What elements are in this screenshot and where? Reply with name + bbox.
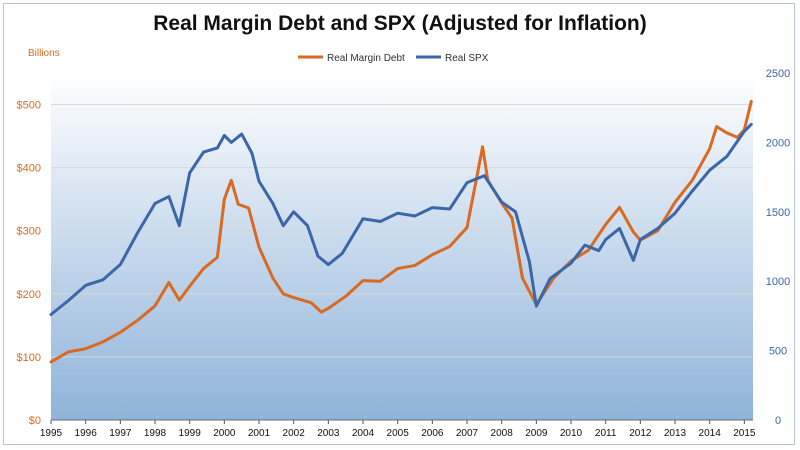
- left-axis-tick-label: $200: [17, 289, 41, 301]
- spx-series-line: [49, 122, 753, 317]
- x-axis-tick-label: 1995: [40, 428, 63, 439]
- x-axis-tick-label: 1998: [144, 428, 167, 439]
- left-axis-tick-label: $0: [29, 415, 41, 427]
- left-axis-tick-label: $500: [17, 100, 41, 112]
- x-axis-tick-label: 2006: [421, 428, 444, 439]
- right-axis-tick-label: 0: [775, 415, 781, 427]
- x-axis-tick-label: 1999: [179, 428, 202, 439]
- plot-area: [51, 73, 753, 420]
- x-axis-tick-label: 2012: [629, 428, 652, 439]
- grid-lines: [51, 104, 753, 358]
- left-axis-tick-label: $100: [17, 352, 41, 364]
- x-axis-tick-label: 2014: [699, 428, 722, 439]
- legend-spx-label: Real SPX: [445, 53, 489, 64]
- right-axis-tick-label: 2500: [766, 68, 790, 80]
- right-axis-tick-label: 500: [769, 346, 787, 358]
- right-axis-tick-label: 2000: [766, 137, 790, 149]
- x-axis-tick-label: 2010: [560, 428, 583, 439]
- x-axis-tick-label: 2007: [456, 428, 479, 439]
- x-axis-tick-label: 2002: [283, 428, 306, 439]
- right-axis-ticks: 0 500 1000 1500 2000 2500: [766, 68, 790, 427]
- x-axis-tick-label: 2004: [352, 428, 375, 439]
- left-axis-tick-label: $300: [17, 226, 41, 238]
- legend-margin-debt-label: Real Margin Debt: [327, 53, 405, 64]
- left-axis-ticks: $0 $100 $200 $300 $400 $500: [17, 100, 41, 427]
- x-axis-tick-label: 2001: [248, 428, 271, 439]
- x-axis-ticks: 1995 1996 1997 1998 1999 2000 2001 2002 2003 2004…: [40, 420, 756, 439]
- x-axis-tick-label: 1997: [109, 428, 132, 439]
- x-axis-tick-label: 2011: [595, 428, 617, 439]
- chart-title: Real Margin Debt and SPX (Adjusted for I…: [153, 12, 647, 35]
- legend: Real Margin Debt Real SPX: [298, 53, 489, 64]
- x-axis-tick-label: 2015: [733, 428, 756, 439]
- x-axis-tick-label: 1996: [75, 428, 98, 439]
- x-axis-tick-label: 2013: [664, 428, 687, 439]
- right-axis-tick-label: 1500: [766, 207, 790, 219]
- x-axis-tick-label: 2009: [525, 428, 548, 439]
- x-axis-tick-label: 2003: [317, 428, 340, 439]
- x-axis-tick-label: 2000: [213, 428, 236, 439]
- x-axis-tick-label: 2008: [491, 428, 514, 439]
- x-axis-tick-label: 2005: [387, 428, 410, 439]
- left-axis-tick-label: $400: [17, 163, 41, 175]
- right-axis-tick-label: 1000: [766, 276, 790, 288]
- left-axis-unit-label: Billions: [28, 48, 60, 59]
